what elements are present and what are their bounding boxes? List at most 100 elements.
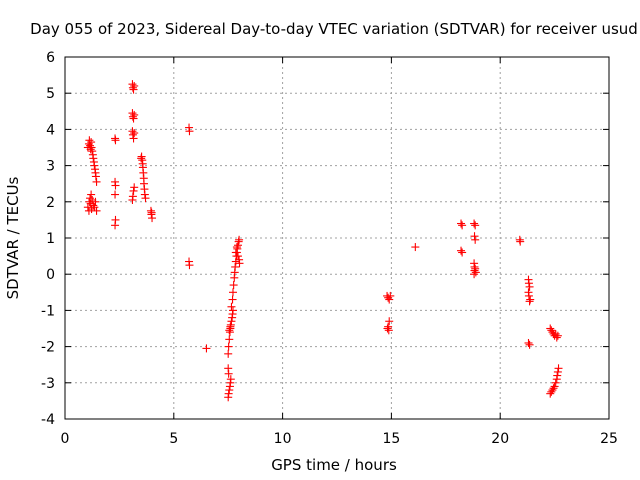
data-point: [129, 134, 138, 143]
data-point: [185, 261, 194, 270]
data-point: [470, 232, 479, 241]
data-point: [549, 384, 558, 393]
data-point: [553, 331, 562, 340]
data-point: [384, 322, 393, 331]
y-tick-label: 4: [46, 122, 55, 138]
data-point: [227, 317, 236, 326]
y-tick-label: -1: [41, 303, 55, 319]
y-tick-label: 5: [46, 86, 55, 102]
y-axis-title: SDTVAR / TECUs: [4, 176, 22, 299]
axes: 0 5 10 15 20 25 -4 -3 -2 -1 0 1 2 3 4 5 6: [41, 50, 618, 447]
data-point: [471, 264, 480, 273]
data-point: [86, 141, 95, 150]
data-point: [471, 221, 480, 230]
data-point: [231, 262, 240, 271]
data-point: [384, 293, 393, 302]
data-point: [554, 364, 563, 373]
data-point: [91, 172, 100, 181]
data-point: [225, 335, 234, 344]
data-point: [553, 367, 562, 376]
data-point: [553, 371, 562, 380]
data-point: [130, 129, 139, 138]
data-point: [383, 324, 392, 333]
data-point: [130, 81, 139, 90]
data-point: [525, 297, 534, 306]
x-tick-label: 15: [382, 431, 400, 447]
data-point: [88, 147, 97, 156]
data-point: [524, 291, 533, 300]
data-point: [130, 183, 139, 192]
data-point: [86, 194, 95, 203]
data-point: [551, 378, 560, 387]
grid-lines: [65, 57, 609, 419]
data-point: [227, 302, 236, 311]
x-tick-label: 5: [169, 431, 178, 447]
data-point: [385, 317, 394, 326]
data-point: [140, 190, 149, 199]
data-point: [129, 85, 138, 94]
data-point: [128, 130, 137, 139]
data-point: [202, 344, 211, 353]
y-tick-label: 6: [46, 50, 55, 66]
y-tick-label: -4: [41, 412, 55, 428]
data-point: [225, 326, 234, 335]
data-point: [516, 237, 525, 246]
data-point: [526, 295, 535, 304]
data-point: [147, 208, 156, 217]
data-point: [87, 190, 96, 199]
data-point: [233, 252, 242, 261]
data-point: [550, 382, 559, 391]
data-point: [232, 243, 241, 252]
data-point: [231, 248, 240, 257]
data-point: [548, 386, 557, 395]
data-point: [89, 154, 98, 163]
data-point: [141, 194, 150, 203]
data-point: [224, 342, 233, 351]
plot-frame: [64, 56, 610, 420]
data-point: [128, 83, 137, 92]
data-point: [88, 195, 97, 204]
chart-title: Day 055 of 2023, Sidereal Day-to-day VTE…: [30, 20, 638, 38]
data-point: [137, 152, 146, 161]
data-point: [471, 235, 480, 244]
data-point: [185, 127, 194, 136]
data-point: [228, 295, 237, 304]
data-point: [224, 349, 233, 358]
data-point: [129, 114, 138, 123]
data-point: [86, 145, 95, 154]
data-point: [235, 235, 244, 244]
data-point: [235, 259, 244, 268]
data-point: [226, 322, 235, 331]
data-point: [224, 364, 233, 373]
x-axis-title: GPS time / hours: [271, 456, 397, 474]
data-point: [458, 248, 467, 257]
data-point: [552, 333, 561, 342]
data-point: [470, 219, 479, 228]
data-point: [111, 221, 120, 230]
data-point: [458, 221, 467, 230]
data-point: [524, 338, 533, 347]
x-tick-label: 20: [491, 431, 509, 447]
y-tick-label: -2: [41, 340, 55, 356]
data-point: [90, 161, 99, 170]
data-point: [384, 326, 393, 335]
data-point: [224, 389, 233, 398]
data-point: [525, 282, 534, 291]
data-point: [231, 257, 240, 266]
x-tick-label: 25: [600, 431, 618, 447]
y-tick-label: 0: [46, 267, 55, 283]
data-point: [457, 246, 466, 255]
data-point: [386, 291, 395, 300]
data-point: [457, 219, 466, 228]
data-point: [111, 181, 120, 190]
data-point: [128, 112, 137, 121]
data-point: [385, 295, 394, 304]
data-point: [228, 306, 237, 315]
data-point: [226, 375, 235, 384]
data-point: [525, 340, 534, 349]
data-point: [228, 288, 237, 297]
data-point: [524, 279, 533, 288]
x-tick-label: 0: [61, 431, 70, 447]
data-point: [92, 177, 101, 186]
